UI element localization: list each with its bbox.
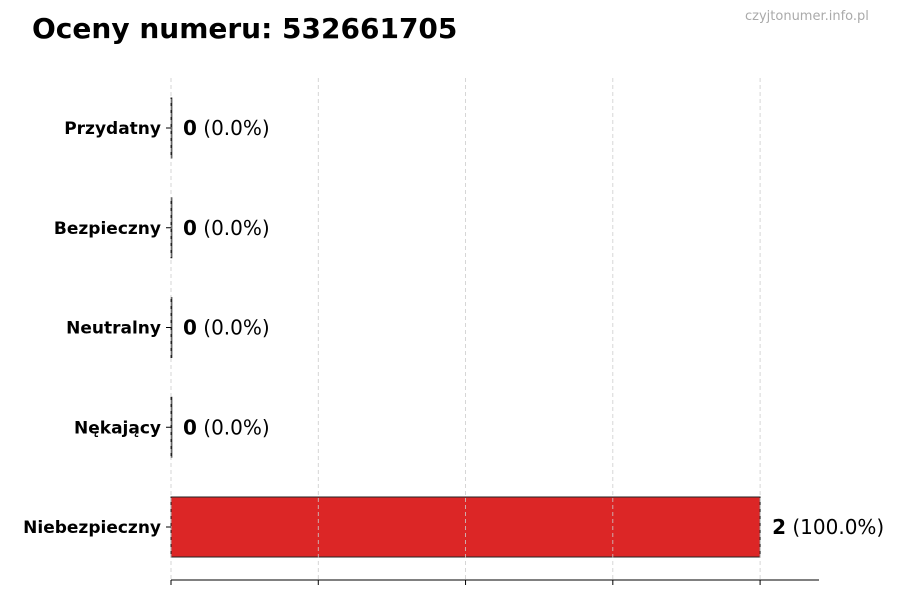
percent: (0.0%) (197, 116, 270, 140)
value-label: 0 (0.0%) (183, 415, 270, 439)
bar (170, 396, 173, 458)
value-label: 0 (0.0%) (183, 216, 270, 240)
value-label: 2 (100.0%) (772, 515, 884, 539)
count: 0 (183, 316, 197, 340)
bar (170, 297, 173, 358)
percent: (100.0%) (786, 515, 884, 539)
percent: (0.0%) (197, 216, 270, 240)
category-label: Bezpieczny (54, 219, 161, 239)
count: 2 (772, 515, 786, 539)
percent: (0.0%) (197, 415, 270, 439)
category-label: Niebezpieczny (23, 518, 161, 538)
category-label: Nękający (74, 418, 161, 438)
chart-title: Oceny numeru: 532661705 (32, 12, 458, 45)
watermark: czyjtonumer.info.pl (745, 9, 869, 24)
category-label: Neutralny (66, 319, 161, 339)
percent: (0.0%) (197, 316, 270, 340)
count: 0 (183, 216, 197, 240)
value-label: 0 (0.0%) (183, 116, 270, 140)
count: 0 (183, 116, 197, 140)
count: 0 (183, 415, 197, 439)
value-label: 0 (0.0%) (183, 316, 270, 340)
category-label: Przydatny (64, 119, 161, 139)
